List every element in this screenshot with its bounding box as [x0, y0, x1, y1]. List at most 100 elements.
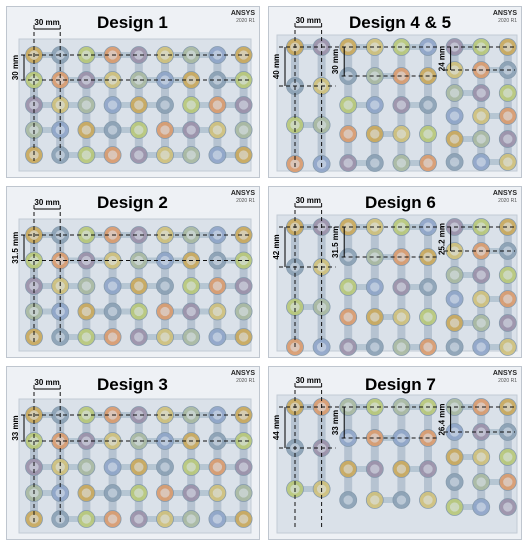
pad-core: [343, 42, 353, 52]
pad-core: [396, 342, 407, 352]
pad-core: [81, 488, 92, 498]
horizontal-strut: [86, 490, 113, 496]
horizontal-strut: [454, 224, 482, 230]
pad-core: [160, 332, 170, 342]
horizontal-strut: [374, 254, 402, 260]
horizontal-strut: [191, 308, 218, 315]
pad-core: [396, 312, 407, 322]
pad-core: [396, 282, 407, 292]
pad-core: [423, 158, 433, 168]
horizontal-strut: [60, 334, 87, 340]
horizontal-strut: [217, 152, 244, 158]
pad-core: [503, 42, 513, 52]
dimension-label: 30 mm: [296, 16, 321, 25]
pad-core: [134, 75, 144, 85]
horizontal-strut: [86, 127, 113, 133]
pad-core: [212, 150, 223, 160]
pad-core: [396, 158, 407, 168]
horizontal-strut: [217, 283, 244, 289]
horizontal-strut: [165, 127, 192, 133]
pad-core: [134, 332, 144, 342]
pad-core: [343, 158, 353, 168]
pad-core: [160, 488, 170, 498]
horizontal-strut: [112, 283, 139, 289]
pad-core: [107, 281, 118, 291]
pad-core: [55, 255, 65, 266]
ansys-logo: ANSYS 2020 R1: [230, 190, 255, 204]
horizontal-strut: [401, 160, 428, 166]
horizontal-strut: [401, 284, 428, 290]
horizontal-strut: [86, 334, 113, 340]
pad-core: [212, 462, 223, 472]
horizontal-strut: [217, 334, 244, 340]
panel-design-7: 30 mm 44 mm 33 mm 26.4 mm Design 7 ANSYS 202…: [268, 366, 522, 540]
pad-core: [449, 134, 460, 144]
pad-core: [370, 252, 380, 262]
pad-core: [134, 436, 144, 446]
pad-core: [160, 125, 170, 135]
pad-core: [134, 306, 144, 317]
pad-core: [160, 410, 170, 420]
vertical-strut: [317, 47, 326, 164]
horizontal-strut: [112, 412, 139, 418]
pad-core: [343, 129, 353, 139]
pad-core: [476, 111, 486, 121]
vertical-strut: [450, 47, 459, 162]
diagram-design-4-5: 30 mm 40 mm 30 mm 24 mm: [272, 16, 518, 173]
vertical-strut: [503, 47, 512, 162]
panel-title: Design 3: [97, 375, 168, 394]
horizontal-strut: [138, 77, 165, 83]
horizontal-strut: [217, 102, 244, 108]
pad-core: [134, 255, 144, 266]
pad-core: [476, 134, 486, 144]
pad-core: [449, 157, 460, 167]
pad-core: [107, 488, 118, 498]
pad-core: [503, 318, 513, 328]
dimension-label: 30 mm: [296, 196, 321, 205]
horizontal-strut: [138, 516, 165, 522]
horizontal-strut: [191, 127, 218, 133]
pad-core: [238, 281, 249, 291]
pad-core: [160, 306, 170, 317]
horizontal-strut: [217, 438, 244, 444]
horizontal-strut: [60, 152, 87, 158]
panel-design-1: 30 mm 30 mm Design 1 ANSYS 2020 R1: [6, 6, 260, 178]
pad-core: [476, 342, 486, 352]
pad-core: [343, 402, 353, 412]
pad-core: [370, 312, 380, 322]
dimension-label: 30 mm: [11, 55, 20, 80]
horizontal-strut: [217, 464, 244, 470]
dimension-label: 25.2 mm: [438, 223, 447, 255]
pad-core: [476, 318, 486, 328]
horizontal-strut: [86, 516, 113, 522]
vertical-strut: [477, 227, 486, 347]
pad-core: [160, 514, 170, 524]
pad-core: [503, 134, 513, 144]
panel-title: Design 2: [97, 193, 168, 212]
horizontal-strut: [454, 272, 482, 278]
pad-core: [396, 129, 407, 139]
pad-core: [449, 318, 460, 328]
horizontal-strut: [86, 152, 113, 158]
pad-core: [81, 281, 92, 291]
pad-core: [449, 270, 460, 280]
ansys-logo: ANSYS 2020 R1: [492, 370, 517, 384]
pad-core: [343, 312, 353, 322]
horizontal-strut: [34, 52, 61, 58]
pad-core: [476, 157, 486, 167]
horizontal-strut: [34, 308, 61, 315]
dimension-label: 31.5 mm: [11, 232, 20, 264]
pad-core: [81, 514, 92, 524]
ansys-logo: ANSYS 2020 R1: [492, 10, 517, 24]
pad-core: [238, 462, 249, 472]
vertical-strut: [477, 47, 486, 162]
vertical-strut: [424, 407, 432, 500]
pad-core: [238, 75, 249, 85]
vertical-strut: [370, 407, 379, 500]
pad-core: [107, 125, 118, 135]
pad-core: [107, 150, 118, 160]
horizontal-strut: [138, 152, 165, 158]
horizontal-strut: [165, 516, 192, 522]
pad-core: [212, 125, 223, 135]
pad-core: [134, 50, 144, 60]
